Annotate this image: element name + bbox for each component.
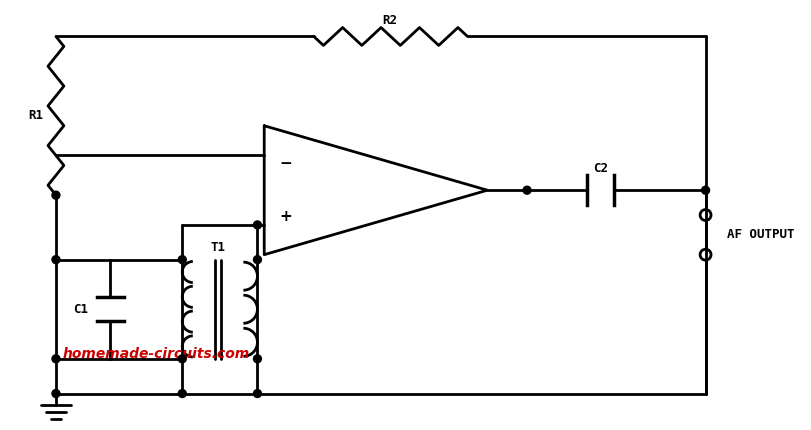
Circle shape (253, 221, 261, 229)
Text: homemade-circuits.com: homemade-circuits.com (62, 347, 250, 361)
Circle shape (52, 191, 60, 199)
Circle shape (253, 256, 261, 264)
Circle shape (701, 186, 709, 194)
Circle shape (52, 256, 60, 264)
Text: AF OUTPUT: AF OUTPUT (727, 228, 794, 241)
Text: +: + (279, 209, 292, 224)
Circle shape (52, 355, 60, 363)
Text: −: − (279, 156, 292, 171)
Text: R1: R1 (28, 109, 44, 122)
Text: C1: C1 (73, 303, 88, 316)
Circle shape (178, 256, 186, 264)
Circle shape (253, 390, 261, 397)
Circle shape (52, 390, 60, 397)
Circle shape (178, 390, 186, 397)
Text: T1: T1 (210, 241, 225, 254)
Circle shape (253, 355, 261, 363)
Circle shape (178, 355, 186, 363)
Text: C2: C2 (592, 162, 607, 175)
Text: R2: R2 (382, 14, 397, 27)
Circle shape (522, 186, 530, 194)
